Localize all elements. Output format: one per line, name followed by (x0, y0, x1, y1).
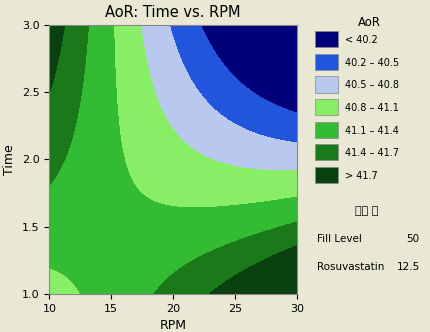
Text: 12.5: 12.5 (396, 262, 420, 272)
Bar (315, 99, 338, 115)
Text: < 40.2: < 40.2 (345, 35, 378, 45)
Text: > 41.7: > 41.7 (345, 171, 378, 181)
Bar (315, 76, 338, 93)
Text: Fill Level: Fill Level (317, 234, 362, 244)
Text: 41.1 – 41.4: 41.1 – 41.4 (345, 125, 399, 135)
Bar (315, 31, 338, 47)
Text: Rosuvastatin: Rosuvastatin (317, 262, 384, 272)
X-axis label: RPM: RPM (160, 319, 187, 332)
Text: 40.2 – 40.5: 40.2 – 40.5 (345, 58, 399, 68)
Bar (315, 167, 338, 183)
Text: 50: 50 (407, 234, 420, 244)
Bar (315, 54, 338, 70)
Text: 40.8 – 41.1: 40.8 – 41.1 (345, 103, 399, 113)
Text: AoR: AoR (357, 16, 381, 29)
Bar (315, 144, 338, 160)
Bar (315, 122, 338, 138)
Title: AoR: Time vs. RPM: AoR: Time vs. RPM (105, 5, 241, 20)
Text: 고정 값: 고정 값 (355, 206, 378, 216)
Text: 40.5 – 40.8: 40.5 – 40.8 (345, 80, 399, 90)
Text: 41.4 – 41.7: 41.4 – 41.7 (345, 148, 399, 158)
Y-axis label: Time: Time (3, 144, 16, 175)
